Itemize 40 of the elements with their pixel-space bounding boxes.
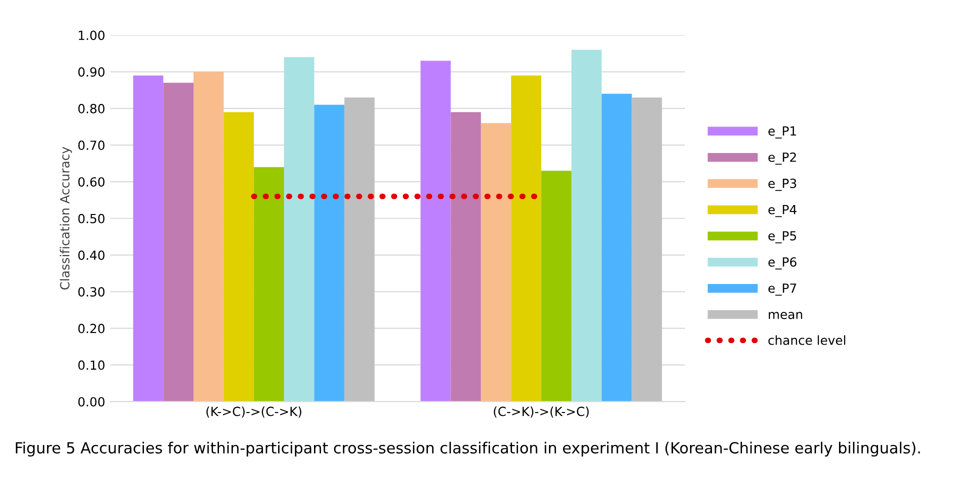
bar: [632, 97, 662, 402]
legend-label: e_P4: [768, 205, 796, 218]
bar: [511, 75, 542, 402]
bar: [450, 112, 481, 402]
legend-label: mean: [768, 312, 802, 320]
bar: [344, 97, 375, 402]
legend-label: chance level: [768, 335, 846, 345]
legend-label: e_P3: [768, 178, 796, 191]
legend-label: e_P1: [768, 126, 796, 138]
bar: [480, 123, 512, 402]
legend-label: e_P2: [768, 152, 796, 165]
y-tick-label: 0.40: [78, 250, 104, 260]
legend-label: e_P7: [768, 284, 796, 296]
y-tick-label: 1.00: [78, 30, 104, 40]
bar: [224, 112, 254, 402]
legend-label: e_P5: [768, 231, 796, 244]
bar: [314, 104, 344, 402]
y-tick-label: 0.80: [78, 104, 104, 114]
text: Figure 5 Accuracies for within-participant cross-session classification in experiment I (Korean-Chinese early bilinguals).: [16, 442, 920, 457]
y-tick-label: 0.10: [78, 360, 104, 370]
x-tick-label: (K->C)->(C->K): [206, 406, 302, 418]
bar: [194, 72, 224, 402]
bar: [420, 60, 451, 402]
y-tick-label: 0.70: [78, 140, 104, 150]
bar: [571, 50, 602, 402]
x-tick-label: (C->K)->(K->C): [494, 406, 589, 418]
legend-label: e_P6: [768, 257, 796, 270]
bar: [541, 170, 572, 402]
bar: [254, 167, 284, 402]
bar: [602, 94, 632, 402]
y-axis-title: Classification Accuracy: [60, 146, 72, 290]
y-tick-label: 0.90: [78, 67, 104, 77]
y-tick-label: 0.60: [78, 177, 104, 187]
y-tick-label: 0.00: [78, 397, 104, 407]
bar: [133, 75, 164, 402]
y-tick-label: 0.30: [78, 287, 104, 297]
bar: [284, 57, 314, 402]
y-tick-label: 0.50: [78, 214, 104, 224]
y-tick-label: 0.20: [78, 324, 104, 334]
bar: [163, 82, 194, 402]
